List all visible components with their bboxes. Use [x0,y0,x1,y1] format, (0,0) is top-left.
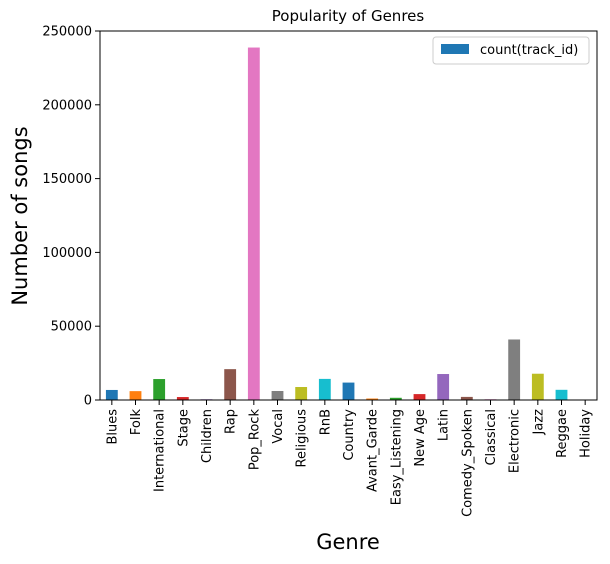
x-tick-label: Classical [484,409,499,466]
bar-religious [295,387,308,400]
y-tick-label: 150000 [42,172,92,187]
x-tick-label: Reggae [555,409,570,458]
bar-reggae [555,389,568,400]
legend-frame [432,36,590,65]
y-tick-label: 50000 [51,320,92,335]
y-tick-label: 200000 [42,98,92,113]
legend-swatch [441,44,469,54]
x-tick-label: Country [342,409,357,461]
x-tick-label: Folk [129,409,144,436]
y-tick-label: 100000 [42,246,92,261]
y-axis-label: Number of songs [8,126,32,305]
bar-electronic [508,339,521,400]
plot-frame [99,30,598,401]
x-tick-label: Holiday [579,409,594,458]
x-tick-label: Latin [437,409,452,441]
legend: count(track_id) [432,36,590,65]
x-tick-label: New Age [413,409,428,467]
bar-rnb [318,378,331,400]
x-tick-label: Avant_Garde [366,409,381,492]
x-tick-label: Blues [105,409,120,445]
y-tick-label: 0 [84,394,92,409]
plot-area: 0 50000 100000 150000 200000 250000 Blues Folk I… [42,25,598,517]
chart-title: Popularity of Genres [272,7,425,25]
bar-avant-garde [366,398,379,400]
bar-country [342,382,355,400]
y-tick-label: 250000 [42,25,92,40]
bar-easy-listening [389,397,402,400]
x-tick-label: Rap [224,409,239,434]
legend-label: count(track_id) [480,43,578,58]
bar-pop-rock [247,47,260,401]
bar-international [153,379,166,400]
bar-blues [105,389,118,400]
x-tick-label: Jazz [531,409,546,436]
bar-stage [176,397,189,400]
x-axis-label: Genre [316,530,380,554]
x-tick-label: International [153,409,168,492]
x-tick-label: Religious [295,409,310,468]
bar-vocal [271,390,284,400]
bar-rap [224,369,237,400]
bar-new-age [413,394,426,400]
x-tick-label: Children [200,409,215,463]
x-tick-label: Easy_Listening [389,409,404,505]
bar-jazz [531,373,544,400]
bar-folk [129,391,142,400]
x-tick-label: Pop_Rock [247,409,262,471]
x-tick-label: Stage [176,409,191,447]
x-tick-label: Vocal [271,409,286,444]
bar-comedy-spoken [460,396,473,400]
x-tick-label: RnB [318,409,333,435]
x-tick-label: Comedy_Spoken [460,409,475,517]
bar-latin [437,374,450,400]
x-tick-label: Electronic [508,409,523,473]
